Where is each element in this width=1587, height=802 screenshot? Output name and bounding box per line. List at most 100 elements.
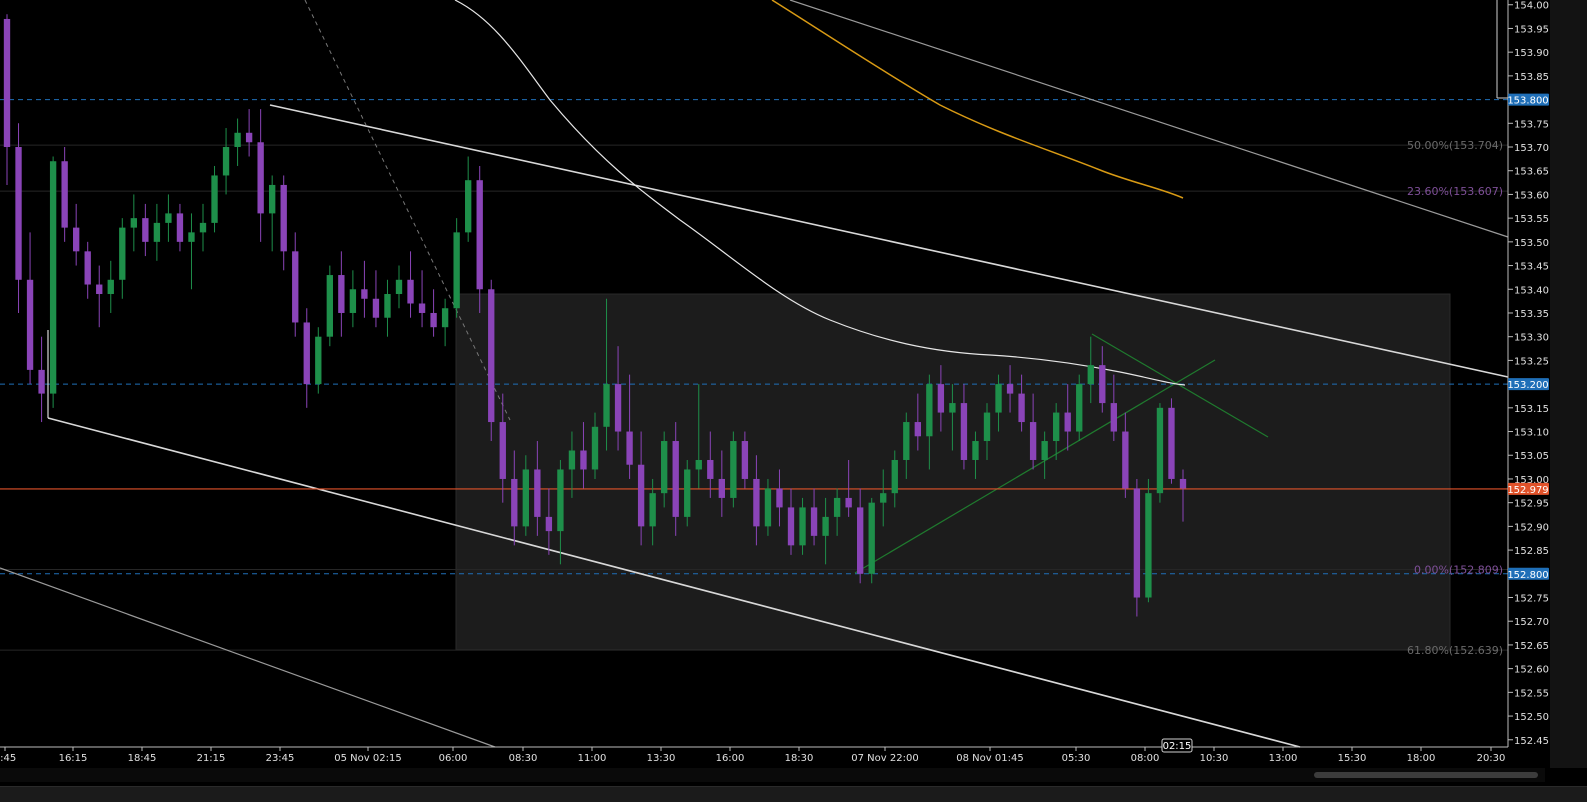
candle-body [372,298,380,318]
candle-body [534,469,541,517]
candle-body [891,459,898,494]
candle-body [107,279,114,295]
y-tick-label: 153.90 [1514,48,1549,59]
x-tick-label: 08:00 [1131,753,1160,764]
y-tick-label: 153.95 [1514,24,1549,35]
price-label-box: 153.200 [1507,378,1549,391]
channel-upper-trendline [269,104,1509,378]
y-tick-label: 152.75 [1514,594,1549,605]
candle-body [1029,422,1037,460]
fib-level-label: 0.00%(152.809) [1414,564,1503,577]
scrollbar-thumb[interactable] [1314,772,1538,778]
chart-canvas[interactable]: 50.00%(153.704) 23.60%(153.607) 0.00%(152.… [0,0,1587,768]
green-triangle-upper [1091,333,1269,438]
x-tick-label: 3:45 [0,753,16,764]
x-tick-label: 18:45 [128,753,157,764]
candle-body [465,180,472,233]
candle-body [384,294,391,318]
y-tick-label: 152.70 [1514,617,1549,628]
price-label-bg [1508,482,1549,495]
x-tick-label: 07 Nov 22:00 [851,753,918,764]
moving-average-orange [771,0,1184,199]
y-tick-label: 153.55 [1514,214,1549,225]
x-tick-label: 11:00 [578,753,607,764]
dashed-fib-trendline [304,0,511,421]
candle-body [361,289,368,299]
x-tick-label: 08 Nov 01:45 [956,753,1023,764]
candle-body [960,403,968,460]
candle-body [1053,412,1060,442]
candle-body [672,441,679,517]
candle-body [315,336,322,385]
candle-body [857,507,864,574]
candle-body [545,516,553,532]
x-tick-label: 16:00 [716,753,745,764]
candle-body [130,218,137,228]
x-tick-label: 08:30 [509,753,538,764]
y-tick-label: 152.65 [1514,641,1549,652]
horizontal-scrollbar[interactable] [0,768,1545,782]
green-triangle-lower [854,359,1216,574]
y-tick-label: 153.45 [1514,262,1549,273]
time-cursor-text: 02:15 [1163,741,1192,752]
candle-body [418,303,426,313]
y-tick-label: 152.90 [1514,522,1549,533]
candle-body [96,284,103,295]
candles-group [3,14,1187,617]
x-tick-label: 18:30 [785,753,814,764]
candle-body [280,184,287,252]
candle-body [407,279,414,304]
candle-body [199,222,207,233]
candle-body [476,180,483,290]
candle-body [833,497,841,517]
y-tick-label: 153.60 [1514,190,1549,201]
price-label-bg [1508,567,1549,580]
x-tick-label: 20:30 [1477,753,1506,764]
candle-body [603,384,610,427]
x-tick-label: 05:30 [1062,753,1091,764]
candle-body [1122,431,1129,489]
footer-bar [0,786,1587,802]
price-label-text: 152.979 [1507,485,1548,496]
candle-body [626,431,633,465]
candle-body [522,469,529,527]
candle-body [718,478,725,498]
candle-body [822,516,829,536]
candle-body [38,369,45,394]
y-tick-label: 153.05 [1514,451,1549,462]
y-tick-label: 153.50 [1514,238,1549,249]
candle-body [338,275,345,313]
candle-body [395,279,403,295]
x-tick-label: 16:15 [59,753,88,764]
price-label-bg [1508,378,1549,391]
price-label-text: 153.200 [1507,380,1548,391]
candle-body [234,132,241,148]
right-panel-strip [1550,0,1587,768]
candle-body [741,441,749,479]
candle-body [926,384,933,437]
x-tick-label: 10:30 [1200,753,1229,764]
candle-body [349,289,357,313]
candle-body [499,422,506,479]
candle-body [914,422,921,437]
candle-body [730,441,737,498]
candle-body [845,497,852,508]
x-tick-label: 21:15 [197,753,226,764]
candle-body [661,441,668,494]
candle-body [1006,384,1014,394]
y-tick-label: 152.60 [1514,665,1549,676]
candle-body [580,450,587,470]
y-tick-label: 152.95 [1514,499,1549,510]
candle-body [903,422,910,460]
candle-body [776,488,783,508]
y-tick-label: 153.70 [1514,143,1549,154]
candle-body [949,403,956,413]
candle-body [84,251,91,285]
candle-body [176,213,184,242]
time-cursor-box [1161,738,1193,753]
x-tick-label: 13:00 [1269,753,1298,764]
x-tick-label: 06:00 [439,753,468,764]
candle-body [1168,407,1175,479]
candle-body [269,184,276,214]
